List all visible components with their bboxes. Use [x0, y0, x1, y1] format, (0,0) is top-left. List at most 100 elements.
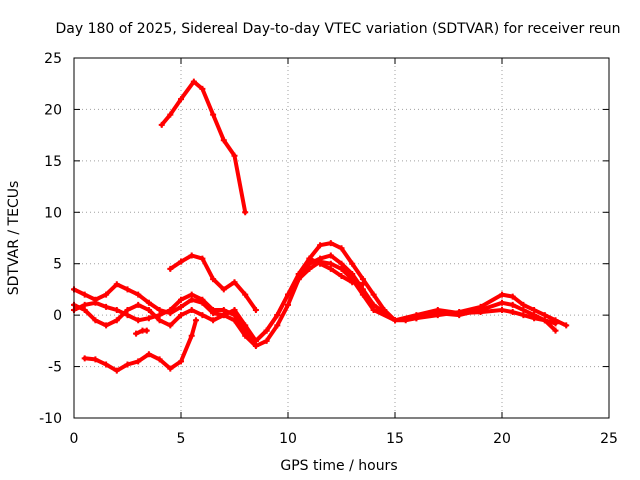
data-point: [113, 367, 120, 374]
data-point: [231, 312, 238, 319]
data-point: [413, 312, 420, 319]
data-point: [327, 265, 334, 272]
data-point: [178, 96, 184, 103]
y-tick-label: 10: [44, 205, 62, 221]
data-point: [220, 312, 227, 319]
data-point: [541, 312, 548, 319]
data-point: [552, 320, 559, 327]
data-point: [167, 111, 174, 118]
data-point: [499, 291, 505, 298]
data-point: [563, 322, 570, 329]
data-point: [434, 307, 441, 313]
data-point: [327, 240, 334, 247]
data-point: [156, 307, 163, 313]
data-point: [370, 291, 377, 298]
plot-frame: [73, 57, 610, 419]
data-point: [509, 301, 516, 308]
data-point: [327, 252, 334, 259]
data-point: [103, 322, 110, 329]
data-point: [541, 317, 548, 324]
series-track-g: [81, 317, 199, 374]
data-point: [338, 273, 345, 280]
data-point: [317, 242, 324, 249]
data-point: [192, 317, 199, 324]
data-point: [113, 307, 120, 313]
data-point: [263, 327, 270, 334]
data-point: [143, 327, 150, 334]
y-tick-label: 5: [53, 257, 62, 273]
data-point: [81, 291, 88, 298]
data-point: [349, 279, 356, 286]
data-point: [477, 309, 484, 316]
data-point: [499, 299, 505, 306]
data-point: [285, 301, 291, 308]
y-tick-label: -10: [39, 411, 62, 427]
data-point: [188, 332, 195, 339]
data-point: [210, 111, 217, 118]
data-point: [156, 312, 163, 319]
data-point: [135, 358, 142, 365]
data-point: [178, 296, 184, 303]
data-point: [210, 276, 217, 283]
data-point: [552, 327, 559, 334]
data-point: [220, 137, 227, 144]
data-point: [509, 309, 516, 316]
data-point: [113, 281, 120, 288]
data-point: [220, 286, 227, 293]
data-point: [178, 312, 184, 319]
y-tick-label: 15: [44, 154, 62, 170]
x-tick-label: 20: [493, 431, 511, 447]
data-point: [231, 152, 238, 159]
data-point: [231, 279, 238, 286]
data-point: [124, 312, 131, 319]
data-point: [135, 301, 142, 308]
series-track-e: [167, 252, 259, 313]
data-point: [349, 271, 356, 277]
data-point: [167, 307, 174, 313]
data-point: [199, 85, 206, 92]
y-axis-label: SDTVAR / TECUs: [6, 181, 22, 296]
data-point: [156, 356, 163, 363]
data-point: [167, 265, 174, 272]
data-point: [338, 260, 345, 267]
x-tick-label: 10: [279, 431, 297, 447]
x-tick-label: 25: [600, 431, 618, 447]
data-point: [252, 343, 259, 349]
data-point: [167, 322, 174, 329]
data-point: [135, 291, 142, 298]
data-point: [145, 351, 152, 358]
data-point: [133, 330, 140, 337]
data-point: [520, 312, 527, 319]
data-point: [338, 245, 345, 252]
data-point: [242, 332, 249, 339]
data-point: [252, 307, 259, 313]
y-tick-label: 25: [44, 51, 62, 67]
data-point: [167, 365, 174, 372]
series-track-f: [306, 255, 366, 288]
data-point: [145, 315, 152, 322]
data-point: [81, 301, 88, 308]
data-point: [210, 317, 217, 324]
x-tick-label: 15: [386, 431, 404, 447]
data-point: [531, 315, 538, 322]
data-point: [370, 307, 377, 313]
series-line: [72, 259, 558, 343]
data-point: [103, 291, 110, 298]
data-point: [210, 307, 217, 313]
data-point: [81, 307, 88, 313]
data-point: [349, 260, 356, 267]
data-point: [242, 209, 249, 216]
x-axis-label: GPS time / hours: [280, 458, 397, 474]
data-point: [156, 317, 163, 324]
data-point: [499, 307, 505, 313]
y-tick-label: 0: [53, 308, 62, 324]
data-point: [242, 291, 249, 298]
data-point: [317, 260, 324, 267]
data-point: [199, 255, 206, 262]
data-point: [188, 307, 195, 313]
data-point: [81, 355, 88, 362]
data-point: [306, 265, 313, 272]
data-point: [520, 307, 527, 313]
data-point: [145, 307, 152, 313]
